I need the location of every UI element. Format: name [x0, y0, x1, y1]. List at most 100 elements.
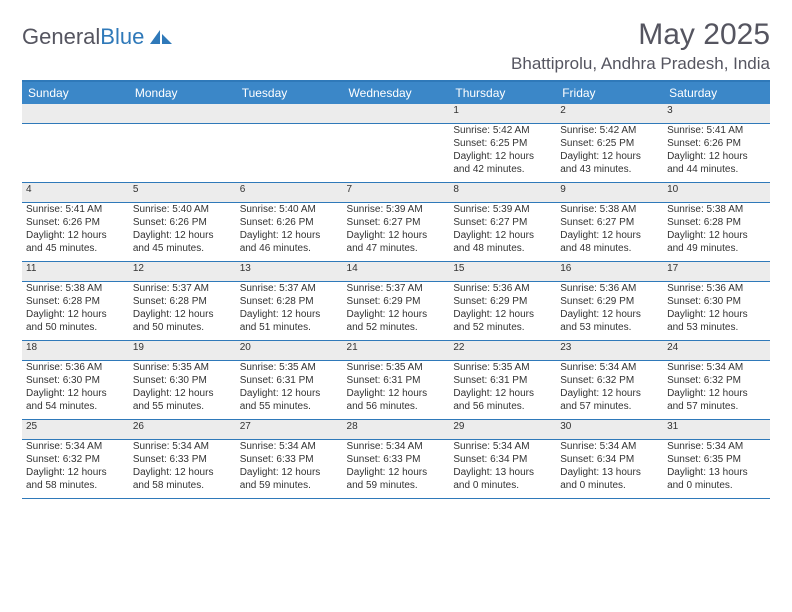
sunset-line: Sunset: 6:33 PM — [133, 453, 232, 466]
title-block: May 2025 Bhattiprolu, Andhra Pradesh, In… — [511, 18, 770, 74]
day-number-cell: 8 — [449, 183, 556, 203]
brand-part2: Blue — [100, 24, 144, 50]
weekday-header: Tuesday — [236, 82, 343, 104]
daylight-line-2: and 56 minutes. — [347, 400, 446, 413]
sunrise-line: Sunrise: 5:34 AM — [133, 440, 232, 453]
sunrise-line: Sunrise: 5:35 AM — [453, 361, 552, 374]
sunrise-line: Sunrise: 5:41 AM — [667, 124, 766, 137]
day-number-cell: 6 — [236, 183, 343, 203]
sunrise-line: Sunrise: 5:34 AM — [667, 440, 766, 453]
day-number-cell: 12 — [129, 262, 236, 282]
sunset-line: Sunset: 6:26 PM — [133, 216, 232, 229]
day-content-cell: Sunrise: 5:36 AMSunset: 6:30 PMDaylight:… — [22, 361, 129, 420]
day-content-cell — [236, 124, 343, 183]
sunset-line: Sunset: 6:32 PM — [560, 374, 659, 387]
sunset-line: Sunset: 6:26 PM — [26, 216, 125, 229]
day-number-cell: 24 — [663, 341, 770, 361]
daylight-line-1: Daylight: 12 hours — [453, 150, 552, 163]
weekday-header: Friday — [556, 82, 663, 104]
sunset-line: Sunset: 6:29 PM — [453, 295, 552, 308]
daylight-line-2: and 0 minutes. — [667, 479, 766, 492]
day-content-row: Sunrise: 5:41 AMSunset: 6:26 PMDaylight:… — [22, 203, 770, 262]
sunrise-line: Sunrise: 5:34 AM — [560, 440, 659, 453]
day-content-cell: Sunrise: 5:36 AMSunset: 6:30 PMDaylight:… — [663, 282, 770, 341]
day-number-cell: 11 — [22, 262, 129, 282]
daylight-line-2: and 58 minutes. — [26, 479, 125, 492]
weekday-header: Wednesday — [343, 82, 450, 104]
daylight-line-2: and 46 minutes. — [240, 242, 339, 255]
sunrise-line: Sunrise: 5:34 AM — [560, 361, 659, 374]
daylight-line-2: and 55 minutes. — [133, 400, 232, 413]
sunrise-line: Sunrise: 5:36 AM — [26, 361, 125, 374]
daylight-line-1: Daylight: 12 hours — [453, 387, 552, 400]
day-number-cell: 10 — [663, 183, 770, 203]
daylight-line-2: and 52 minutes. — [453, 321, 552, 334]
sunset-line: Sunset: 6:32 PM — [26, 453, 125, 466]
day-number-cell: 1 — [449, 104, 556, 124]
day-number-cell: 18 — [22, 341, 129, 361]
daylight-line-1: Daylight: 12 hours — [26, 387, 125, 400]
sunrise-line: Sunrise: 5:37 AM — [240, 282, 339, 295]
day-number-row: 25262728293031 — [22, 420, 770, 440]
day-content-row: Sunrise: 5:36 AMSunset: 6:30 PMDaylight:… — [22, 361, 770, 420]
daylight-line-1: Daylight: 12 hours — [26, 229, 125, 242]
day-content-cell: Sunrise: 5:41 AMSunset: 6:26 PMDaylight:… — [663, 124, 770, 183]
daylight-line-2: and 0 minutes. — [453, 479, 552, 492]
sunset-line: Sunset: 6:28 PM — [133, 295, 232, 308]
daylight-line-1: Daylight: 12 hours — [133, 308, 232, 321]
day-content-cell: Sunrise: 5:39 AMSunset: 6:27 PMDaylight:… — [343, 203, 450, 262]
calendar-table: Sunday Monday Tuesday Wednesday Thursday… — [22, 82, 770, 499]
day-content-cell: Sunrise: 5:36 AMSunset: 6:29 PMDaylight:… — [556, 282, 663, 341]
daylight-line-1: Daylight: 12 hours — [347, 387, 446, 400]
day-number-cell: 29 — [449, 420, 556, 440]
daylight-line-2: and 57 minutes. — [560, 400, 659, 413]
day-number-row: 123 — [22, 104, 770, 124]
day-number-cell: 15 — [449, 262, 556, 282]
day-content-cell: Sunrise: 5:42 AMSunset: 6:25 PMDaylight:… — [556, 124, 663, 183]
day-number-cell: 19 — [129, 341, 236, 361]
weekday-header-row: Sunday Monday Tuesday Wednesday Thursday… — [22, 82, 770, 104]
sunrise-line: Sunrise: 5:34 AM — [347, 440, 446, 453]
day-content-cell — [343, 124, 450, 183]
sunset-line: Sunset: 6:26 PM — [240, 216, 339, 229]
daylight-line-2: and 42 minutes. — [453, 163, 552, 176]
day-content-cell: Sunrise: 5:34 AMSunset: 6:33 PMDaylight:… — [343, 440, 450, 499]
daylight-line-1: Daylight: 12 hours — [26, 308, 125, 321]
daylight-line-1: Daylight: 12 hours — [347, 229, 446, 242]
day-number-cell: 27 — [236, 420, 343, 440]
daylight-line-1: Daylight: 12 hours — [347, 308, 446, 321]
daylight-line-1: Daylight: 12 hours — [560, 150, 659, 163]
sunset-line: Sunset: 6:34 PM — [560, 453, 659, 466]
daylight-line-1: Daylight: 12 hours — [667, 308, 766, 321]
day-number-cell: 14 — [343, 262, 450, 282]
day-content-cell: Sunrise: 5:35 AMSunset: 6:31 PMDaylight:… — [236, 361, 343, 420]
day-content-row: Sunrise: 5:38 AMSunset: 6:28 PMDaylight:… — [22, 282, 770, 341]
sunset-line: Sunset: 6:26 PM — [667, 137, 766, 150]
sunrise-line: Sunrise: 5:38 AM — [560, 203, 659, 216]
daylight-line-1: Daylight: 12 hours — [453, 229, 552, 242]
day-content-cell: Sunrise: 5:36 AMSunset: 6:29 PMDaylight:… — [449, 282, 556, 341]
sunrise-line: Sunrise: 5:34 AM — [667, 361, 766, 374]
sunrise-line: Sunrise: 5:38 AM — [26, 282, 125, 295]
weekday-header: Saturday — [663, 82, 770, 104]
day-content-cell: Sunrise: 5:34 AMSunset: 6:34 PMDaylight:… — [556, 440, 663, 499]
weekday-header: Monday — [129, 82, 236, 104]
sunrise-line: Sunrise: 5:40 AM — [133, 203, 232, 216]
daylight-line-2: and 48 minutes. — [453, 242, 552, 255]
day-number-cell: 16 — [556, 262, 663, 282]
day-content-cell: Sunrise: 5:34 AMSunset: 6:34 PMDaylight:… — [449, 440, 556, 499]
daylight-line-2: and 0 minutes. — [560, 479, 659, 492]
daylight-line-2: and 45 minutes. — [26, 242, 125, 255]
daylight-line-1: Daylight: 12 hours — [667, 150, 766, 163]
sunrise-line: Sunrise: 5:42 AM — [560, 124, 659, 137]
daylight-line-1: Daylight: 13 hours — [453, 466, 552, 479]
day-number-cell: 13 — [236, 262, 343, 282]
daylight-line-1: Daylight: 12 hours — [667, 229, 766, 242]
day-content-cell: Sunrise: 5:37 AMSunset: 6:29 PMDaylight:… — [343, 282, 450, 341]
day-content-cell: Sunrise: 5:40 AMSunset: 6:26 PMDaylight:… — [129, 203, 236, 262]
sunset-line: Sunset: 6:31 PM — [347, 374, 446, 387]
daylight-line-2: and 59 minutes. — [347, 479, 446, 492]
daylight-line-2: and 55 minutes. — [240, 400, 339, 413]
day-content-cell: Sunrise: 5:35 AMSunset: 6:30 PMDaylight:… — [129, 361, 236, 420]
sunrise-line: Sunrise: 5:35 AM — [347, 361, 446, 374]
